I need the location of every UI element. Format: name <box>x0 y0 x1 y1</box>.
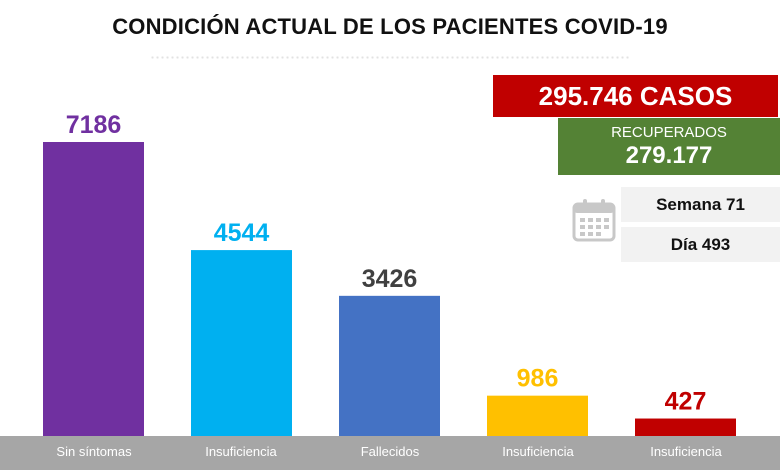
bar-2 <box>339 295 440 436</box>
week-label: Semana 71 <box>656 194 745 214</box>
day-label: Día 493 <box>670 234 731 254</box>
bar-4 <box>635 418 736 436</box>
chart-title: CONDICIÓN ACTUAL DE LOS PACIENTES COVID-… <box>112 14 668 39</box>
bar-value-label-3: 986 <box>517 365 559 393</box>
decorative-dots <box>150 55 630 61</box>
bar-1 <box>191 250 292 436</box>
day-counter: Día 493 <box>621 227 780 262</box>
category-label-insuficiencia-3: Insuficiencia <box>650 444 722 459</box>
bar-value-label-4: 427 <box>665 388 707 416</box>
category-label-fallecidos: Fallecidos <box>360 444 420 459</box>
week-counter: Semana 71 <box>621 187 780 222</box>
category-strip <box>0 436 780 470</box>
total-cases-badge: 295.746 CASOS <box>493 75 778 117</box>
recovered-label: RECUPERADOS <box>611 123 727 141</box>
recovered-badge: RECUPERADOS 279.177 <box>558 118 780 175</box>
category-label-insuficiencia-2: Insuficiencia <box>502 444 574 459</box>
total-cases-value: 295.746 CASOS <box>538 80 733 111</box>
calendar-icon <box>572 199 616 242</box>
bar-value-label-2: 3426 <box>362 265 418 293</box>
bar-value-label-0: 7186 <box>66 111 122 139</box>
bar-3 <box>487 395 588 436</box>
recovered-value: 279.177 <box>625 141 713 169</box>
category-label-insuficiencia-1: Insuficiencia <box>205 444 277 459</box>
category-label-sin-sintomas: Sin síntomas <box>56 444 132 459</box>
bar-value-label-1: 4544 <box>214 219 270 247</box>
bar-0 <box>43 142 144 436</box>
